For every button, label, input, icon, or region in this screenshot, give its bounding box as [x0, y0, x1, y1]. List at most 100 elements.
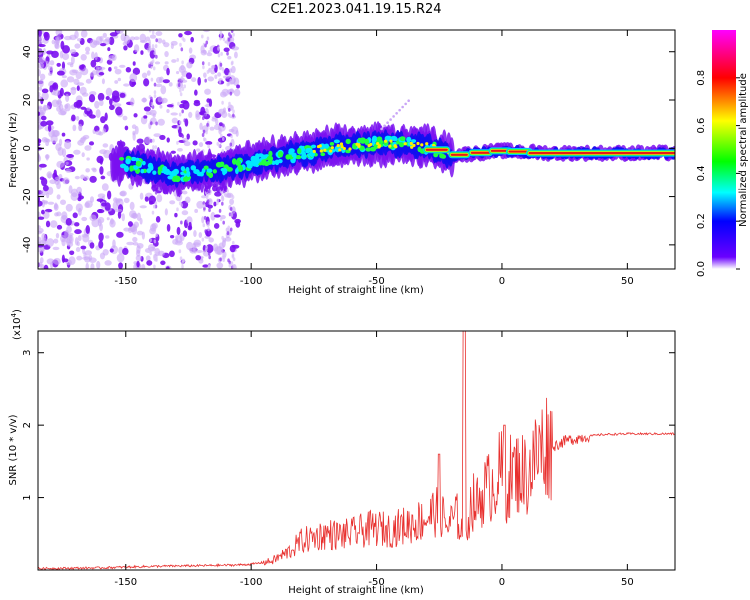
heatmap-noise-blob	[222, 37, 226, 42]
heatmap-noise-blob	[218, 127, 222, 135]
heatmap-ridge-blob	[268, 158, 273, 165]
heatmap-noise-blob	[155, 215, 161, 223]
heatmap-noise-blob	[207, 189, 211, 194]
heatmap-noise-blob	[77, 99, 83, 107]
heatmap-ridge-blob	[123, 165, 129, 173]
heatmap-noise-blob	[151, 210, 155, 215]
heatmap-noise-blob	[74, 229, 82, 235]
heatmap-ridge-blob	[403, 142, 407, 146]
heatmap-noise-blob	[85, 78, 92, 84]
heatmap-noise-blob	[38, 261, 43, 268]
heatmap-noise-blob	[188, 111, 193, 119]
heatmap-noise-blob	[102, 143, 109, 148]
heatmap-noise-blob	[151, 30, 155, 35]
colorbar-tick-label: 0.0	[696, 261, 707, 277]
heatmap-noise-blob	[155, 257, 158, 262]
heatmap-noise-blob	[46, 258, 55, 265]
heatmap-ridge-blob	[319, 149, 323, 153]
heatmap-ridge-blob	[199, 171, 204, 177]
heatmap-noise-blob	[226, 41, 230, 46]
heatmap-noise-blob	[134, 125, 139, 135]
y-tick-label: 20	[22, 94, 33, 107]
heatmap-noise-blob	[108, 67, 112, 72]
heatmap-noise-blob	[207, 264, 211, 269]
heatmap-noise-blob	[156, 194, 163, 203]
heatmap-noise-blob	[200, 49, 208, 56]
heatmap-noise-blob	[76, 82, 85, 86]
heatmap-noise-blob	[196, 148, 201, 152]
heatmap-noise-blob	[85, 168, 90, 173]
heatmap-noise-blob	[153, 254, 156, 259]
heatmap-noise-blob	[84, 46, 91, 53]
heatmap-noise-blob	[166, 266, 170, 269]
heatmap-noise-blob	[94, 52, 98, 61]
heatmap-noise-blob	[152, 204, 156, 209]
heatmap-noise-blob	[56, 194, 61, 200]
heatmap-noise-blob	[220, 133, 223, 138]
heatmap-noise-blob	[216, 246, 224, 256]
heatmap-noise-blob	[62, 52, 70, 61]
heatmap-noise-blob	[114, 68, 122, 75]
heatmap-noise-blob	[214, 74, 218, 79]
spectrogram-frame	[37, 29, 676, 270]
heatmap-noise-blob	[123, 83, 130, 87]
heatmap-noise-blob	[226, 51, 229, 56]
heatmap-noise-blob	[207, 61, 211, 66]
heatmap-noise-blob	[45, 138, 51, 143]
heatmap-noise-blob	[164, 208, 168, 216]
heatmap-noise-blob	[80, 245, 87, 250]
heatmap-ridge-blob	[152, 170, 157, 175]
heatmap-noise-blob	[68, 185, 73, 194]
heatmap-noise-blob	[56, 160, 65, 169]
heatmap-noise-blob	[132, 241, 139, 246]
heatmap-noise-blob	[61, 61, 66, 70]
heatmap-ridge-blob	[222, 168, 228, 175]
heatmap-noise-blob	[217, 53, 221, 58]
heatmap-noise-blob	[196, 200, 204, 209]
heatmap-noise-blob	[222, 241, 226, 246]
heatmap-noise-blob	[204, 229, 207, 234]
heatmap-noise-blob	[119, 92, 126, 98]
heatmap-noise-blob	[227, 81, 231, 86]
heatmap-noise-blob	[95, 130, 102, 136]
heatmap-noise-blob	[171, 117, 179, 124]
heatmap-noise-blob	[114, 103, 122, 107]
heatmap-noise-blob	[386, 121, 389, 125]
heatmap-noise-blob	[233, 88, 241, 97]
heatmap-noise-blob	[230, 30, 234, 34]
heatmap-noise-blob	[105, 87, 113, 97]
heatmap-noise-blob	[389, 118, 392, 121]
heatmap-noise-blob	[181, 210, 189, 216]
heatmap-noise-blob	[213, 201, 217, 207]
heatmap-noise-blob	[136, 249, 141, 257]
heatmap-ridge-blob	[246, 162, 253, 169]
heatmap-noise-blob	[219, 109, 222, 114]
heatmap-noise-blob	[228, 263, 232, 268]
heatmap-noise-blob	[148, 45, 151, 50]
heatmap-ridge-blob	[399, 136, 406, 142]
heatmap-noise-blob	[150, 121, 153, 126]
heatmap-noise-blob	[216, 201, 219, 206]
heatmap-noise-blob	[177, 82, 181, 87]
heatmap-noise-blob	[164, 61, 169, 65]
heatmap-noise-blob	[49, 220, 58, 228]
heatmap-noise-blob	[144, 196, 149, 202]
heatmap-ridge-blob	[185, 167, 190, 172]
heatmap-noise-blob	[159, 104, 163, 109]
heatmap-noise-blob	[166, 67, 170, 76]
heatmap-noise-blob	[132, 67, 141, 75]
heatmap-noise-blob	[201, 116, 205, 121]
heatmap-noise-blob	[136, 138, 144, 144]
heatmap-noise-blob	[89, 214, 97, 222]
heatmap-ridge-blob	[310, 144, 317, 149]
heatmap-noise-blob	[38, 62, 44, 70]
heatmap-noise-blob	[112, 239, 116, 249]
heatmap-ridge-blob	[345, 149, 351, 154]
heatmap-noise-blob	[118, 262, 123, 269]
heatmap-noise-blob	[160, 85, 167, 95]
heatmap-noise-blob	[124, 125, 129, 131]
heatmap-noise-blob	[155, 83, 163, 88]
heatmap-noise-blob	[77, 235, 82, 242]
x-tick-label: -100	[240, 276, 263, 287]
heatmap-ridge-blob	[410, 139, 417, 143]
